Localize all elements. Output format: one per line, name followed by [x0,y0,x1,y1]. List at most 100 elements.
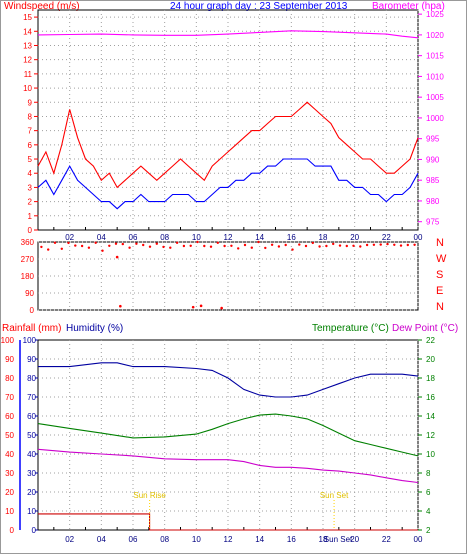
direction-point [345,244,348,248]
direction-point [352,244,355,247]
direction-point [148,245,152,248]
series-barometer [37,30,419,39]
wind-x-tick-label: 16 [287,233,296,242]
wind-panel: Windspeed (m/s) 24 hour graph day : 23 S… [4,1,445,242]
barometer-tick-label: 985 [426,176,440,185]
direction-point [216,241,219,244]
sun-annotation-label: Sun Set [324,535,353,544]
dewpoint-axis-label: Dew Point (°C) [392,323,458,334]
direction-tick-label: 90 [25,289,34,298]
windspeed-tick-label: 13 [23,41,32,50]
rainfall-ticks: 0 10 20 30 40 50 60 70 80 90 100 [1,336,21,535]
direction-point [230,244,233,247]
direction-point [53,241,57,244]
windspeed-axis-label: Windspeed (m/s) [4,1,80,12]
direction-point [80,244,84,248]
temperature-axis-label: Temperature (°C) [312,323,389,334]
direction-point [311,241,314,245]
temp-humidity-panel: Rainfall (mm) Humidity (%) Temperature (… [1,323,459,544]
rainfall-axis-label: Rainfall (mm) [2,323,61,334]
direction-point [169,246,172,249]
direction-point [142,243,145,247]
direction-point [291,248,294,251]
windspeed-tick-label: 12 [23,56,32,65]
temperature-tick-label: 2 [426,526,431,535]
direction-point [338,244,342,247]
barometer-tick-label: 990 [426,155,440,164]
windspeed-tick-label: 5 [28,155,33,164]
wind-x-tick-label: 00 [414,233,423,242]
direction-point [40,245,43,249]
wind-x-tick-label: 22 [382,233,391,242]
temp-x-tick-label: 16 [287,535,296,544]
temperature-tick-label: 16 [426,393,435,402]
direction-point [182,244,186,248]
direction-point [47,248,50,251]
direction-series [40,240,416,310]
direction-point [332,242,335,246]
rainfall-tick-label: 80 [5,374,14,383]
direction-point [257,240,260,244]
humidity-tick-label: 40 [27,450,36,459]
windspeed-tick-label: 14 [23,27,32,36]
temp-x-tick-label: 02 [65,535,74,544]
wind-grid [38,10,419,230]
direction-ticks: 0 90 180 270 360 [21,238,35,315]
rainfall-tick-label: 30 [5,469,14,478]
barometer-tick-label: 1005 [426,93,444,102]
direction-point [365,243,369,247]
temp-x-tick-label: 22 [382,535,391,544]
direction-tick-label: 0 [30,306,35,315]
windspeed-tick-label: 11 [24,70,33,79]
direction-point [209,245,213,248]
direction-point [359,245,362,248]
sun-annotation-label: Sun Set [320,491,349,500]
direction-point [189,244,192,247]
direction-point [318,245,321,248]
direction-point [121,242,125,246]
direction-outlier-point [191,305,195,309]
humidity-tick-label: 10 [27,507,36,516]
temp-x-tick-label: 12 [224,535,233,544]
direction-point [270,243,274,246]
barometer-tick-label: 1020 [426,31,444,40]
windspeed-tick-label: 1 [28,212,33,221]
direction-point [386,242,389,246]
wind-x-tick-label: 18 [319,233,328,242]
direction-point [284,243,287,247]
compass-label: W [436,253,447,265]
temp-x-tick-label: 04 [97,535,106,544]
direction-point [60,247,63,250]
wind-x-tick-label: 14 [255,233,264,242]
temp-x-tick-label: 14 [255,535,264,544]
wind-series [37,30,419,210]
humidity-tick-label: 0 [32,526,37,535]
direction-point [264,246,267,250]
wind-x-tick-label: 06 [129,233,138,242]
series-humidity [38,362,419,398]
windspeed-tick-label: 2 [28,198,33,207]
direction-point [155,242,158,245]
windspeed-tick-label: 3 [28,183,33,192]
direction-point [114,242,118,245]
temperature-tick-label: 10 [426,450,435,459]
rainfall-tick-label: 90 [5,355,14,364]
temperature-tick-label: 20 [426,355,435,364]
direction-point [135,242,138,245]
series-dew-point [37,448,419,484]
series-average [37,158,419,210]
temp-x-tick-label: 06 [129,535,138,544]
series-gust [37,101,419,189]
direction-tick-label: 180 [21,272,35,281]
temperature-tick-label: 22 [426,336,435,345]
direction-point [304,244,308,248]
direction-point [108,244,111,247]
wind-x-tick-label: 20 [350,233,359,242]
humidity-tick-label: 20 [27,488,36,497]
direction-point [413,243,416,246]
direction-point [87,246,91,249]
chart-title: 24 hour graph day : 23 September 2013 [170,1,348,12]
compass-label: N [436,237,444,249]
